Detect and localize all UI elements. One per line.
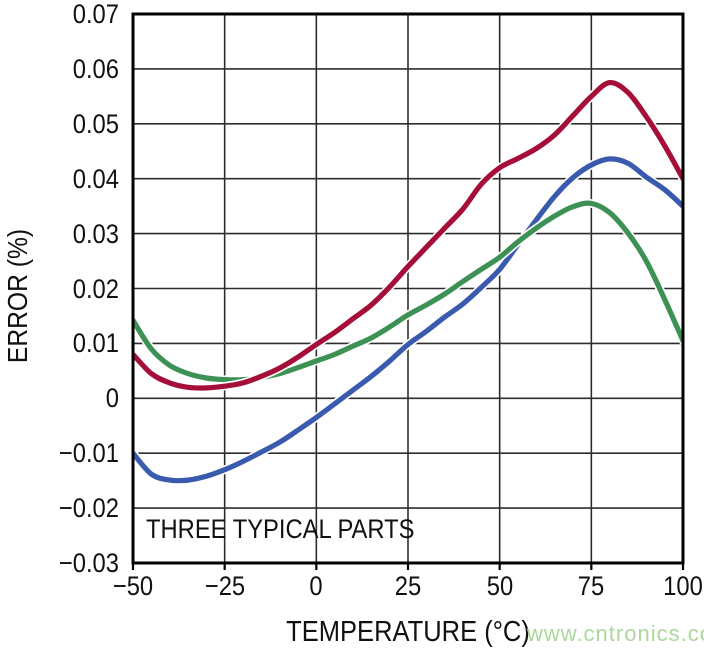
- gridlines: [133, 14, 683, 563]
- y-tick-label: 0.06: [72, 53, 119, 84]
- typical-part-red-curve: [133, 79, 683, 391]
- typical-part-green-curve: [133, 200, 683, 383]
- y-tick-label: 0.07: [72, 0, 119, 29]
- y-tick-label: 0: [105, 383, 119, 414]
- x-tick-label: 100: [663, 571, 703, 601]
- annotation-three-typical-parts: THREE TYPICAL PARTS: [146, 514, 415, 544]
- x-tick-label: 0: [309, 571, 323, 601]
- y-tick-label: −0.03: [58, 548, 119, 578]
- y-tick-label: 0.05: [72, 108, 119, 139]
- x-tick-label: −25: [204, 571, 245, 601]
- y-tick-label: 0.04: [72, 163, 119, 194]
- y-tick-label: 0.01: [72, 328, 119, 359]
- y-tick-label: −0.02: [58, 493, 119, 524]
- y-tick-label: −0.01: [58, 438, 119, 469]
- plot-border: [131, 12, 685, 565]
- typical-part-blue-curve: [133, 156, 683, 484]
- x-tick-label: 25: [394, 571, 422, 601]
- x-tick-label: −50: [112, 571, 154, 601]
- data-curves: [133, 78, 683, 485]
- axis-ticks: [131, 564, 685, 570]
- y-tick-label: 0.03: [72, 218, 119, 249]
- x-tick-label: 50: [486, 571, 513, 601]
- x-tick-label: 75: [578, 571, 605, 601]
- x-axis-title: TEMPERATURE (°C): [286, 616, 530, 648]
- watermark: www.cntronics.com: [527, 621, 704, 646]
- y-tick-label: 0.02: [72, 273, 119, 304]
